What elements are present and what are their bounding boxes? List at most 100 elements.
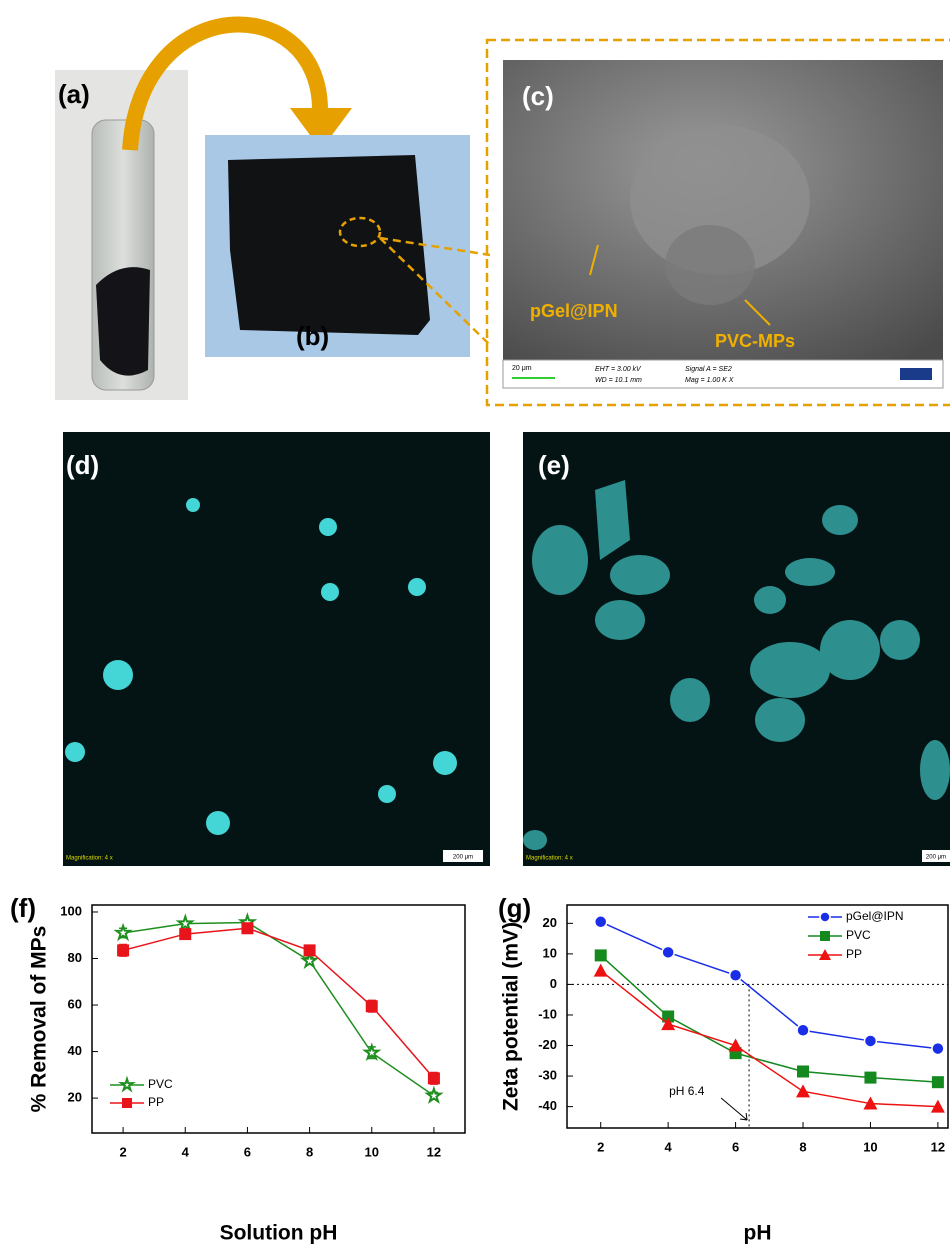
marker xyxy=(179,928,192,941)
x-tick-label: 6 xyxy=(732,1139,739,1154)
x-axis-label: Solution pH xyxy=(220,1222,338,1245)
sem-info: EHT = 3.00 kV xyxy=(595,366,642,373)
annotation: pH 6.4 xyxy=(669,1084,705,1098)
series-line xyxy=(600,970,938,1108)
x-tick-label: 4 xyxy=(182,1144,190,1159)
legend-label: PVC xyxy=(846,928,871,942)
arrow xyxy=(122,16,328,151)
legend-label: pGel@IPN xyxy=(846,909,904,923)
scale-label: 200 μm xyxy=(453,855,473,861)
y-tick-label: 20 xyxy=(543,915,557,930)
sem-feature xyxy=(665,225,755,305)
zoom-circle xyxy=(338,216,382,248)
marker xyxy=(796,1023,810,1037)
sem-info-bar xyxy=(502,359,944,389)
panel-label: (c) xyxy=(522,81,554,111)
marker xyxy=(864,1071,877,1084)
panel-label: (g) xyxy=(498,893,531,923)
pointer xyxy=(589,244,599,276)
legend-marker xyxy=(118,1075,136,1093)
annotation-arrow xyxy=(720,1097,748,1121)
particles xyxy=(65,498,457,835)
x-axis-label: pH xyxy=(744,1222,772,1245)
x-tick-label: 4 xyxy=(665,1139,673,1154)
legend-marker xyxy=(122,1098,132,1108)
marker xyxy=(117,944,130,957)
scale-box xyxy=(922,850,950,862)
legend-marker xyxy=(819,949,831,960)
sem-annotation: pGel@IPN xyxy=(530,301,618,321)
marker xyxy=(175,913,195,932)
legend-marker xyxy=(819,911,831,923)
scale-label: 200 μm xyxy=(926,855,946,861)
fluorescence-d xyxy=(63,432,490,866)
series-line xyxy=(122,927,435,1079)
x-tick-label: 2 xyxy=(119,1144,126,1159)
scale-box xyxy=(443,850,483,862)
panel-label: (b) xyxy=(296,321,329,351)
y-axis-label: Zeta potential (mV) xyxy=(500,922,523,1111)
marker xyxy=(931,1076,944,1089)
sem-info: Signal A = SE2 xyxy=(685,366,732,373)
sem-scale-label: 20 μm xyxy=(512,365,532,372)
sem-annotation: PVC-MPs xyxy=(715,331,795,351)
marker xyxy=(863,1034,878,1048)
x-tick-label: 12 xyxy=(931,1139,945,1154)
logo xyxy=(900,368,932,380)
panel-label: (d) xyxy=(66,450,99,480)
marker xyxy=(427,1072,440,1085)
panel-label: (a) xyxy=(58,79,90,109)
x-tick-label: 10 xyxy=(365,1144,379,1159)
particles xyxy=(523,480,950,850)
marker xyxy=(594,949,607,962)
sem-feature xyxy=(630,125,810,275)
y-tick-label: 60 xyxy=(68,996,82,1011)
series-line xyxy=(122,921,435,1097)
pointer xyxy=(744,299,771,326)
marker xyxy=(362,1042,382,1062)
panel-label: (e) xyxy=(538,450,570,480)
x-tick-label: 10 xyxy=(863,1139,877,1154)
panel-label: (f) xyxy=(10,893,36,923)
legend-label: PVC xyxy=(148,1077,173,1091)
magnification: Magnification: 4 x xyxy=(526,856,573,862)
legend-label: PP xyxy=(148,1095,164,1109)
magnification: Magnification: 4 x xyxy=(66,856,113,862)
gel-piece xyxy=(96,267,150,376)
series-line xyxy=(600,954,938,1083)
marker xyxy=(593,915,608,929)
zoom-box xyxy=(485,38,950,407)
legend-marker xyxy=(820,931,830,941)
marker xyxy=(241,922,254,935)
x-tick-label: 8 xyxy=(799,1139,806,1154)
marker xyxy=(303,944,316,957)
marker xyxy=(661,1017,676,1031)
x-tick-label: 8 xyxy=(306,1144,313,1159)
marker xyxy=(424,1085,444,1104)
marker xyxy=(299,950,320,970)
marker xyxy=(365,1000,378,1013)
arrow-head xyxy=(290,108,352,150)
y-axis-label: % Removal of MPs xyxy=(28,926,51,1113)
y-tick-label: -30 xyxy=(538,1068,557,1083)
sem-info: Mag = 1.00 K X xyxy=(685,377,734,384)
marker xyxy=(728,1038,743,1052)
y-tick-label: 20 xyxy=(68,1090,82,1105)
marker xyxy=(662,1010,675,1023)
marker xyxy=(113,922,133,942)
x-tick-label: 2 xyxy=(597,1139,604,1154)
y-tick-label: 100 xyxy=(60,903,82,918)
gel-sheet xyxy=(228,155,430,335)
y-tick-label: -20 xyxy=(538,1037,557,1052)
x-tick-label: 12 xyxy=(427,1144,441,1159)
marker xyxy=(728,968,743,983)
plot-frame xyxy=(566,904,949,1129)
legend-label: PP xyxy=(846,947,862,961)
sem-info: WD = 10.1 mm xyxy=(595,377,642,384)
plot-frame xyxy=(91,904,466,1134)
y-tick-label: 40 xyxy=(68,1043,82,1058)
marker xyxy=(593,963,608,977)
marker xyxy=(797,1065,810,1078)
y-tick-label: 10 xyxy=(543,945,557,960)
